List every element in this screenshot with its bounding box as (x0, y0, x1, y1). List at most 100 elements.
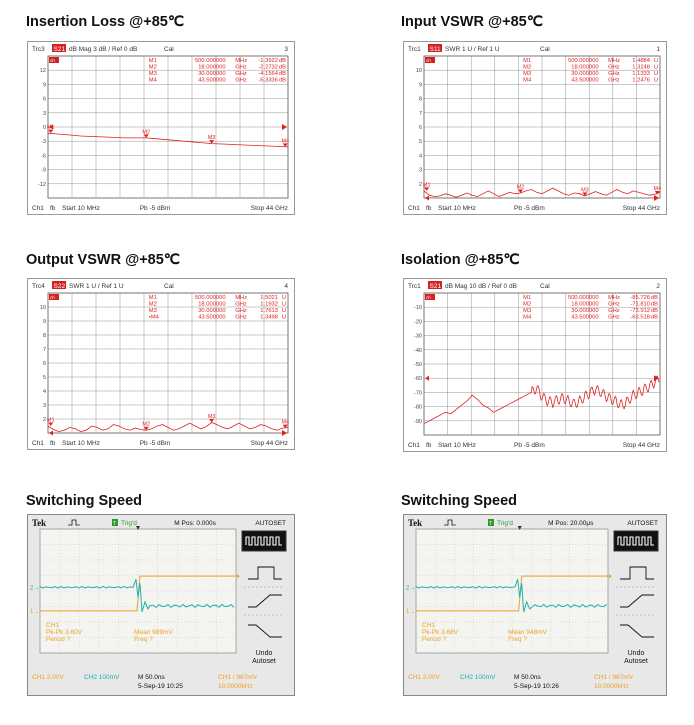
channel-badge (425, 57, 435, 63)
trace-number: 3 (284, 46, 288, 53)
footer-start: Start 10 MHz (62, 205, 100, 212)
y-tick-label: 3 (43, 111, 46, 117)
meas-ch1-label: CH1 (422, 622, 435, 629)
format-label: dB Mag 3 dB / Ref 0 dB (69, 46, 137, 53)
title-switching-2: Switching Speed (401, 493, 518, 509)
param-badge (428, 44, 442, 52)
marker-value: 1.4884 (632, 58, 651, 64)
ref-level-arrow (654, 375, 659, 382)
marker-label: M4 (281, 138, 289, 144)
switching-speed-scope-1: Tek T Trig'd M Pos: 0.000s AUTOSET 2→ 1→ CH1 Pk-… (27, 514, 295, 696)
marker-freq: 500.000000 (195, 58, 226, 64)
ch1-marker: 1→ (30, 609, 39, 615)
marker-value-unit: U (282, 302, 286, 308)
marker-unit: GHz (235, 308, 247, 314)
ch1-scale: CH1 2.00V (32, 674, 64, 681)
marker-value: -85.726 (630, 295, 650, 301)
marker-value-unit: dB (651, 295, 658, 301)
y-tick-label: -70 (414, 390, 422, 396)
marker-freq: 18.000000 (198, 65, 225, 71)
marker-label: M3 (208, 135, 216, 141)
y-tick-label: -9 (41, 168, 46, 174)
y-tick-label: -60 (414, 376, 422, 382)
y-tick-label: -80 (414, 405, 422, 411)
marker-freq: 43.500000 (198, 78, 225, 84)
undo-label[interactable]: Undo (628, 650, 645, 657)
marker-value-unit: dB (651, 302, 658, 308)
trig-status: Trig'd (121, 520, 137, 527)
brand-logo: Tek (408, 518, 422, 528)
meas-period: Period ? (46, 636, 71, 643)
falling-edge-icon (248, 624, 282, 638)
single-pulse-icon (248, 566, 282, 580)
marker-row: M2 18.000000 GHz -71.810 dB (523, 302, 658, 308)
marker-value: -63.518 (630, 315, 650, 321)
y-tick-label: -10 (414, 305, 422, 311)
channel-badge-label: ch (50, 58, 55, 63)
marker-value: 1.5021 (260, 295, 278, 301)
brand-logo: Tek (32, 518, 46, 528)
y-tick-label: 0 (43, 125, 46, 131)
footer-power: Pb -5 dBm (140, 440, 171, 447)
trigger-level: CH1 / 987mV (218, 674, 258, 681)
marker-row: M1 500.000000 MHz -1.3922 dB (149, 58, 286, 64)
marker-unit: GHz (235, 78, 247, 84)
marker-name: M1 (149, 295, 157, 301)
output_vswr-svg: Trc4 S22 SWR 1 U / Ref 1 U Cal 4 10 9 8 7 6 5 4 3 2 ch… (32, 281, 289, 447)
marker-unit: MHz (235, 58, 247, 64)
meas-pkpk: Pk-Pk 3.68V (422, 629, 459, 636)
marker-value: 1.1932 (260, 302, 278, 308)
autoset-waveform-button[interactable] (241, 530, 287, 552)
format-label: SWR 1 U / Ref 1 U (445, 46, 500, 53)
ref-level-arrow (654, 195, 659, 201)
marker-unit: GHz (608, 65, 620, 71)
marker-value-unit: U (282, 308, 286, 314)
marker-value: 1.2476 (632, 78, 650, 84)
trace-line (423, 187, 661, 198)
channel-badge-label: ch (426, 295, 431, 300)
autoset-menu-label[interactable]: Autoset (252, 658, 276, 665)
marker-value-unit: U (654, 58, 658, 64)
marker-value: 1.7613 (260, 308, 278, 314)
footer-fb: fb (426, 442, 432, 449)
isolation-svg: Trc1 S21 dB Mag 10 dB / Ref 0 dB Cal 2 -10 -20… (408, 281, 661, 449)
marker-value: -71.810 (630, 302, 650, 308)
marker-name: M1 (523, 58, 531, 64)
title-input-vswr: Input VSWR @+85℃ (401, 14, 544, 30)
param-label: S21 (430, 283, 442, 290)
insertion_loss-svg: Trc3 S21 dB Mag 3 dB / Ref 0 dB Cal 3 12 9 6 3 0 -… (32, 44, 289, 212)
marker-unit: GHz (608, 315, 620, 321)
marker-name: M3 (149, 71, 157, 77)
param-label: S21 (54, 46, 66, 53)
marker-row: M2 18.000000 GHz 1.1932 U (149, 302, 286, 308)
trig-indicator-letter: T (489, 521, 493, 527)
y-tick-label: -3 (41, 139, 46, 145)
trace-line (47, 422, 289, 433)
autoset-waveform-button[interactable] (613, 530, 659, 552)
marker-triangle (143, 134, 149, 138)
marker-value-unit: dB (651, 308, 658, 314)
undo-label[interactable]: Undo (256, 650, 273, 657)
autoset-menu-label[interactable]: Autoset (624, 658, 648, 665)
y-tick-label: 2 (419, 182, 422, 188)
marker-value-unit: U (654, 78, 658, 84)
marker-triangle (582, 192, 588, 196)
marker-triangle (282, 424, 288, 429)
param-label: S22 (54, 283, 66, 290)
marker-row: M1 500.000000 MHz -85.726 dB (523, 295, 658, 301)
marker-triangle (48, 422, 54, 426)
trace-number: 4 (284, 283, 288, 290)
marker-freq: 30.000000 (571, 71, 598, 77)
y-tick-label: 12 (40, 68, 46, 74)
marker-freq: 43.500000 (571, 315, 598, 321)
footer-power: Pb -5 dBm (514, 205, 545, 212)
marker-value: -2.2732 (258, 65, 278, 71)
marker-triangle (654, 190, 660, 195)
marker-label: M2 (142, 422, 150, 428)
footer-stop: Stop 44 GHz (623, 442, 660, 449)
marker-label: M3 (581, 187, 589, 193)
channel-badge-label: ch (426, 58, 431, 63)
marker-triangle (518, 189, 524, 194)
marker-label: M3 (208, 414, 216, 420)
autoset-label: AUTOSET (627, 520, 658, 527)
